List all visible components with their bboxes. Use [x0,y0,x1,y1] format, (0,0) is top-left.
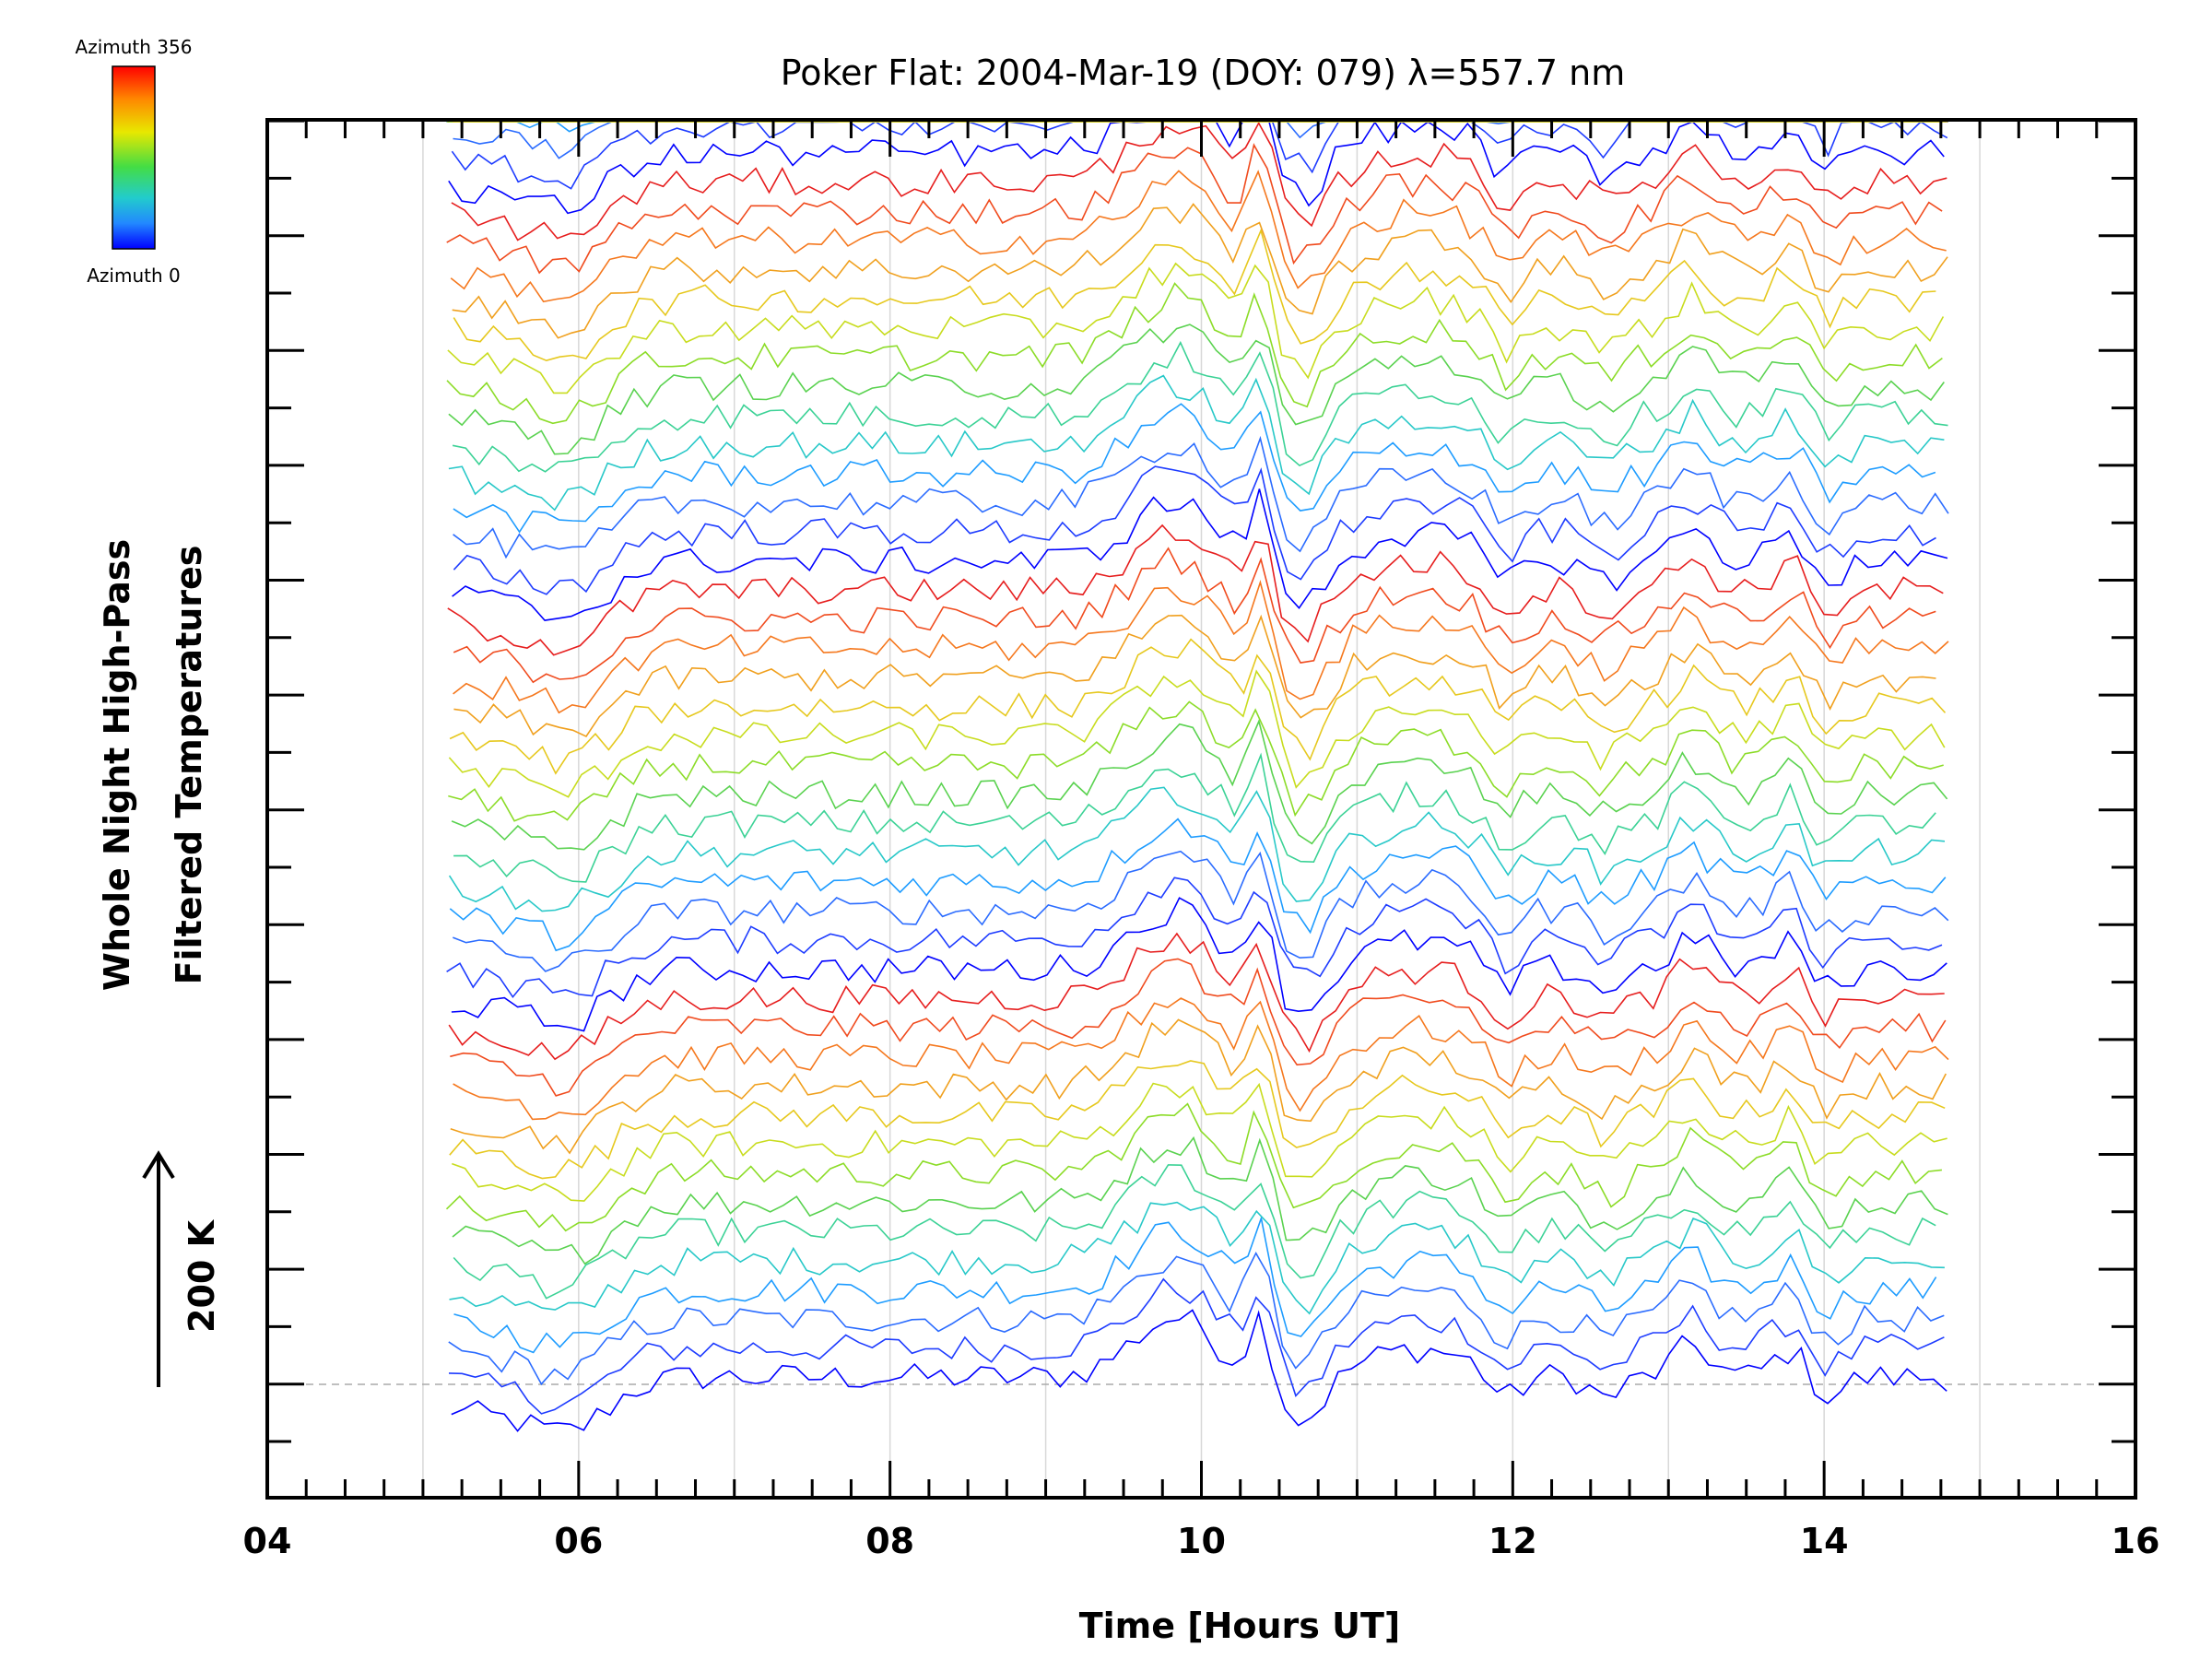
series-line-41 [451,121,1947,241]
series-line-38 [452,203,1948,339]
chart-title: Poker Flat: 2004-Mar-19 (DOY: 079) λ=557… [781,53,1626,93]
colorbar [112,65,156,250]
series-line-27 [447,524,1944,656]
series-line-18 [448,786,1946,912]
x-tick-label: 04 [243,1521,292,1561]
series-line-16 [453,850,1949,972]
x-tick-label: 10 [1177,1521,1226,1561]
series-line-17 [449,818,1947,952]
series-line-5 [453,1164,1936,1300]
y-axis-label-line1: Whole Night High-Pass [97,539,137,991]
series-line-15 [446,877,1943,999]
y-axis-label-line2: Filtered Temperatures [169,546,209,985]
series-line-22 [448,669,1946,798]
series-line-23 [449,638,1947,775]
series-line-13 [448,932,1945,1061]
x-tick-label: 12 [1488,1521,1537,1561]
colorbar-bottom-label: Azimuth 0 [87,265,181,287]
x-tick-label: 08 [865,1521,914,1561]
x-axis-label: Time [Hours UT] [1079,1606,1401,1646]
series-line-25 [453,579,1949,714]
axes: 04 06 08 10 12 14 16 [243,118,2160,1561]
series-line-6 [452,1135,1948,1265]
series-line-33 [452,340,1948,473]
series-line-2 [448,1252,1945,1386]
gridlines [267,120,2136,1498]
series-line-1 [448,1277,1945,1415]
x-tick-label: 16 [2112,1521,2160,1561]
series-line-39 [450,170,1947,303]
colorbar-top-label: Azimuth 356 [76,36,193,58]
series-line-10 [450,1018,1947,1155]
series-line-37 [453,228,1936,362]
series-line-36 [447,262,1945,394]
series-line-0 [451,1309,1947,1432]
series-line-31 [453,403,1936,534]
series-line-35 [446,282,1943,425]
series-line-21 [448,700,1944,822]
series-line-9 [449,1060,1946,1180]
series-line-40 [446,143,1943,275]
series-line-4 [449,1201,1945,1315]
scale-label: 200 K [182,1218,222,1333]
x-tick-label: 06 [554,1521,603,1561]
series-line-26 [453,547,1936,684]
series-group [445,120,1949,1432]
series-line-34 [448,324,1945,455]
series-line-14 [451,897,1947,1032]
scale-arrowhead [142,1150,175,1180]
series-line-20 [451,719,1948,851]
series-line-19 [453,752,1936,883]
series-line-45 [450,121,1946,133]
series-line-42 [448,120,1945,215]
series-line-7 [445,1102,1942,1232]
series-line-3 [453,1215,1937,1354]
x-tick-label: 14 [1800,1521,1849,1561]
series-line-24 [453,614,1936,738]
series-line-29 [453,465,1936,595]
series-line-28 [452,488,1948,621]
series-line-11 [453,997,1949,1121]
series-line-32 [448,374,1945,512]
series-line-12 [450,958,1947,1097]
series-line-8 [452,1082,1947,1202]
series-line-30 [453,435,1949,559]
